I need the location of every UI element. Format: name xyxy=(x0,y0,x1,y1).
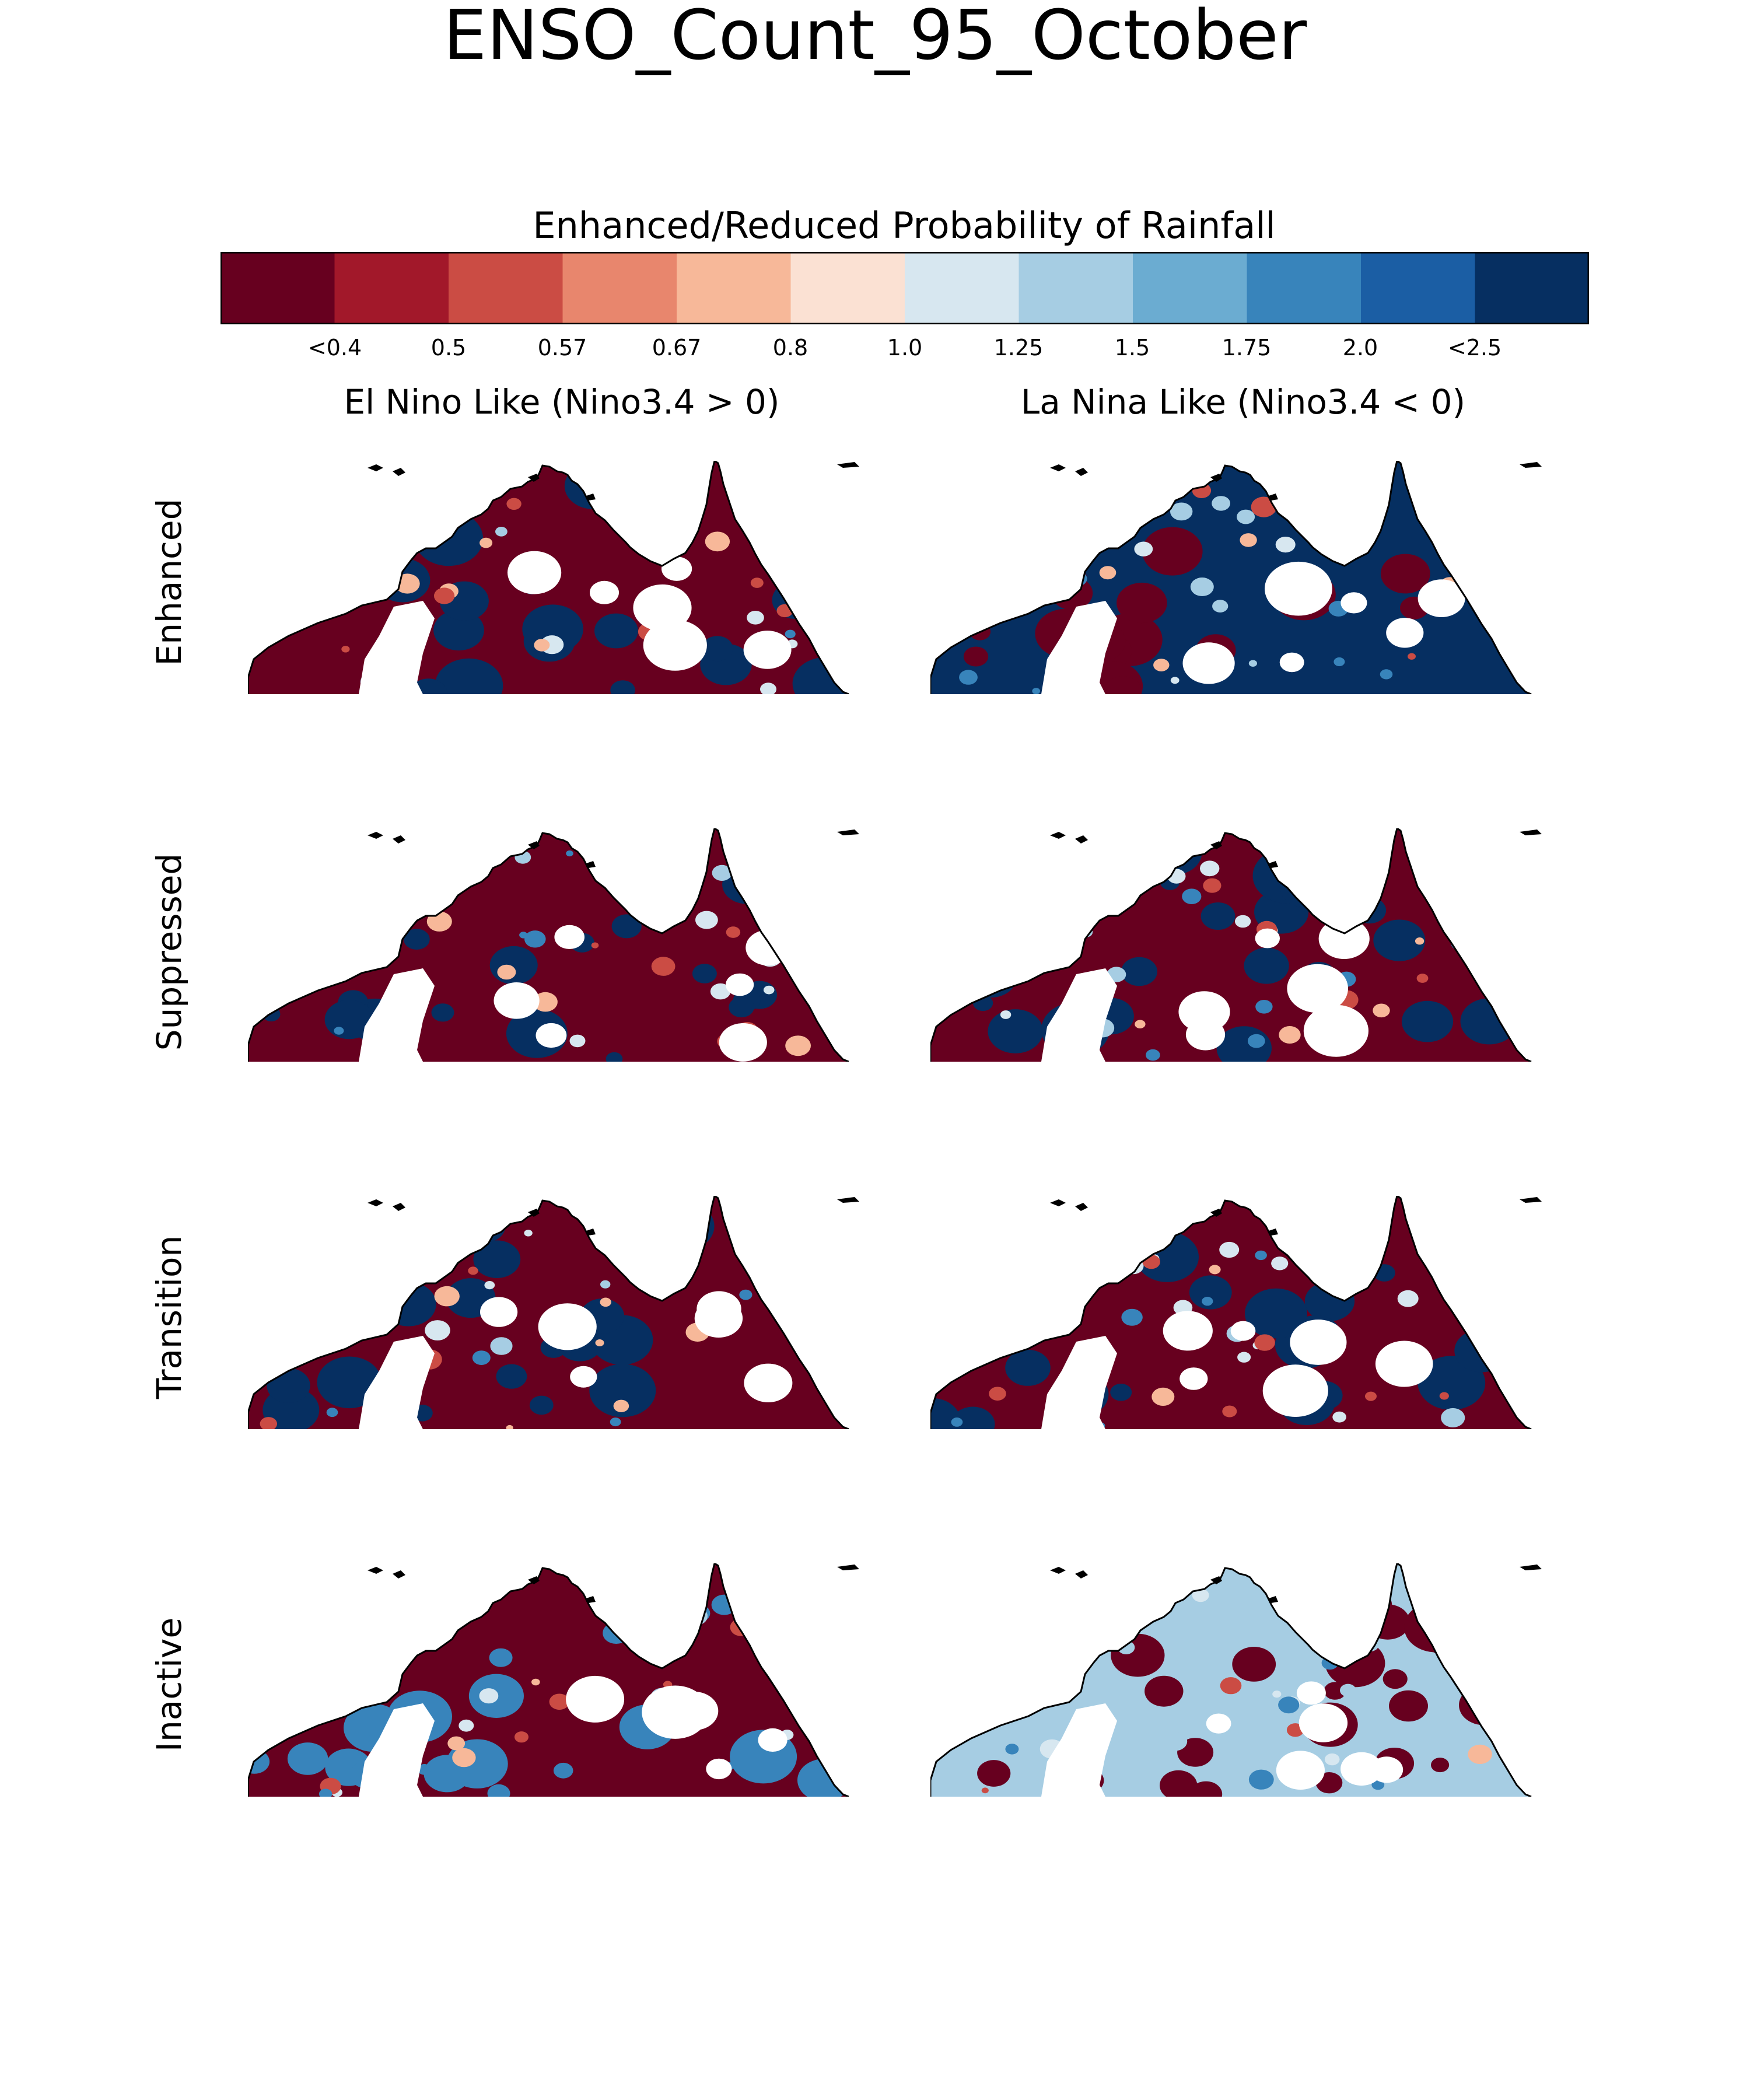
island xyxy=(1269,1596,1278,1603)
column-title-el-nino: El Nino Like (Nino3.4 > 0) xyxy=(344,382,780,422)
island xyxy=(1269,1228,1278,1236)
island xyxy=(1520,830,1542,835)
colorbar-tick: 1.25 xyxy=(993,335,1044,360)
coastline xyxy=(930,1563,1532,1797)
coastline xyxy=(248,461,849,694)
island xyxy=(1210,841,1222,849)
island xyxy=(1210,1576,1222,1584)
island xyxy=(837,462,859,468)
colorbar-swatch xyxy=(1247,252,1362,324)
map-panel-inactive-el-nino xyxy=(248,1563,859,1797)
rainfall-grid xyxy=(248,1196,849,1429)
colorbar-swatch xyxy=(562,252,677,324)
island xyxy=(837,1564,859,1570)
coastline xyxy=(930,828,1532,1062)
rainfall-grid xyxy=(248,461,849,694)
colorbar-swatch xyxy=(1133,252,1248,324)
coastline xyxy=(930,461,1532,694)
coastline xyxy=(930,1196,1532,1429)
main-title: ENSO_Count_95_October xyxy=(443,0,1307,75)
row-label-transition: Transition xyxy=(149,1235,189,1399)
island xyxy=(393,1203,405,1211)
island xyxy=(1050,1199,1066,1206)
island xyxy=(1269,861,1278,868)
row-label-enhanced: Enhanced xyxy=(149,498,189,666)
island xyxy=(368,1567,383,1574)
colorbar xyxy=(220,252,1589,324)
colorbar-swatch xyxy=(220,252,335,324)
island xyxy=(368,464,383,471)
island xyxy=(368,832,383,839)
island xyxy=(586,1228,596,1236)
island xyxy=(1210,474,1222,482)
island xyxy=(368,1199,383,1206)
island xyxy=(393,1570,405,1578)
island xyxy=(1075,835,1088,844)
map-panel-transition-la-nina xyxy=(930,1196,1542,1429)
island xyxy=(1075,1570,1088,1578)
island xyxy=(528,1209,540,1217)
island xyxy=(586,1596,596,1603)
coastline xyxy=(248,828,849,1062)
rainfall-grid xyxy=(248,1563,849,1797)
island xyxy=(1075,1203,1088,1211)
coastline xyxy=(248,1196,849,1429)
colorbar-tick: <2.5 xyxy=(1447,335,1502,360)
rainfall-grid xyxy=(930,461,1531,694)
rainfall-grid xyxy=(930,828,1531,1062)
colorbar-swatch xyxy=(1361,252,1476,324)
colorbar-tick: 0.67 xyxy=(652,335,702,360)
island xyxy=(1075,468,1088,476)
island xyxy=(1520,1564,1542,1570)
map-panel-enhanced-la-nina xyxy=(930,461,1542,694)
colorbar-swatch xyxy=(334,252,449,324)
colorbar-tick: 2.0 xyxy=(1342,335,1378,360)
rainfall-grid xyxy=(930,1563,1531,1797)
island xyxy=(837,1197,859,1203)
colorbar-title: Enhanced/Reduced Probability of Rainfall xyxy=(533,204,1276,247)
island xyxy=(528,841,540,849)
colorbar-tick: 0.57 xyxy=(537,335,587,360)
map-panel-inactive-la-nina xyxy=(930,1563,1542,1797)
map-panel-enhanced-el-nino xyxy=(248,461,859,694)
rainfall-grid xyxy=(248,828,849,1062)
island xyxy=(837,830,859,835)
island xyxy=(1050,464,1066,471)
island xyxy=(528,474,540,482)
island xyxy=(1210,1209,1222,1217)
coastline xyxy=(248,1563,849,1797)
colorbar-swatch xyxy=(1019,252,1133,324)
colorbar-swatch xyxy=(905,252,1020,324)
map-panel-transition-el-nino xyxy=(248,1196,859,1429)
island xyxy=(393,835,405,844)
island xyxy=(1050,832,1066,839)
rainfall-grid xyxy=(930,1196,1531,1429)
colorbar-swatch xyxy=(449,252,564,324)
map-panel-suppressed-el-nino xyxy=(248,828,859,1062)
colorbar-tick: 1.0 xyxy=(887,335,923,360)
colorbar-tick: 0.8 xyxy=(772,335,808,360)
island xyxy=(1520,1197,1542,1203)
island xyxy=(586,861,596,868)
map-panel-suppressed-la-nina xyxy=(930,828,1542,1062)
colorbar-swatch xyxy=(677,252,792,324)
island xyxy=(528,1576,540,1584)
island xyxy=(1520,462,1542,468)
island xyxy=(1050,1567,1066,1574)
colorbar-swatch xyxy=(790,252,905,324)
island xyxy=(393,468,405,476)
colorbar-tick: <0.4 xyxy=(307,335,362,360)
colorbar-swatch xyxy=(1475,252,1589,324)
colorbar-tick: 1.5 xyxy=(1114,335,1150,360)
colorbar-tick: 1.75 xyxy=(1222,335,1272,360)
island xyxy=(586,494,596,501)
row-label-inactive: Inactive xyxy=(149,1617,189,1752)
island xyxy=(1269,494,1278,501)
colorbar-tick: 0.5 xyxy=(430,335,467,360)
row-label-suppressed: Suppressed xyxy=(149,853,189,1051)
column-title-la-nina: La Nina Like (Nino3.4 < 0) xyxy=(1020,382,1466,422)
